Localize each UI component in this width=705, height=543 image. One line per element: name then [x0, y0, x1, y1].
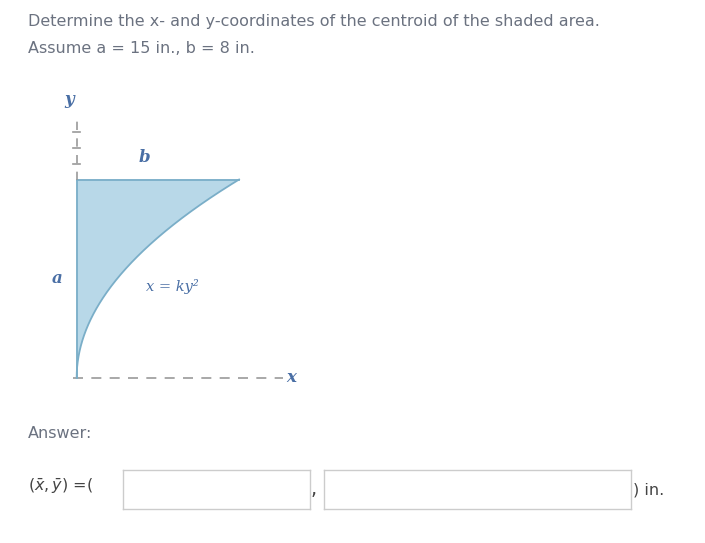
Text: Determine the x- and y-coordinates of the centroid of the shaded area.: Determine the x- and y-coordinates of th…	[28, 14, 600, 29]
Text: x: x	[287, 369, 297, 386]
Text: x = ky²: x = ky²	[146, 279, 199, 294]
Polygon shape	[77, 180, 239, 377]
Text: a: a	[51, 270, 62, 287]
Text: Assume a = 15 in., b = 8 in.: Assume a = 15 in., b = 8 in.	[28, 41, 255, 56]
Text: ,: ,	[311, 481, 317, 499]
Text: b: b	[139, 149, 151, 166]
Text: $(\bar{x},\bar{y})$ =(: $(\bar{x},\bar{y})$ =(	[28, 476, 99, 496]
Text: y: y	[64, 91, 73, 108]
Text: Answer:: Answer:	[28, 426, 92, 441]
Text: i: i	[331, 481, 337, 499]
Text: ) in.: ) in.	[633, 482, 664, 497]
Text: i: i	[137, 481, 142, 499]
